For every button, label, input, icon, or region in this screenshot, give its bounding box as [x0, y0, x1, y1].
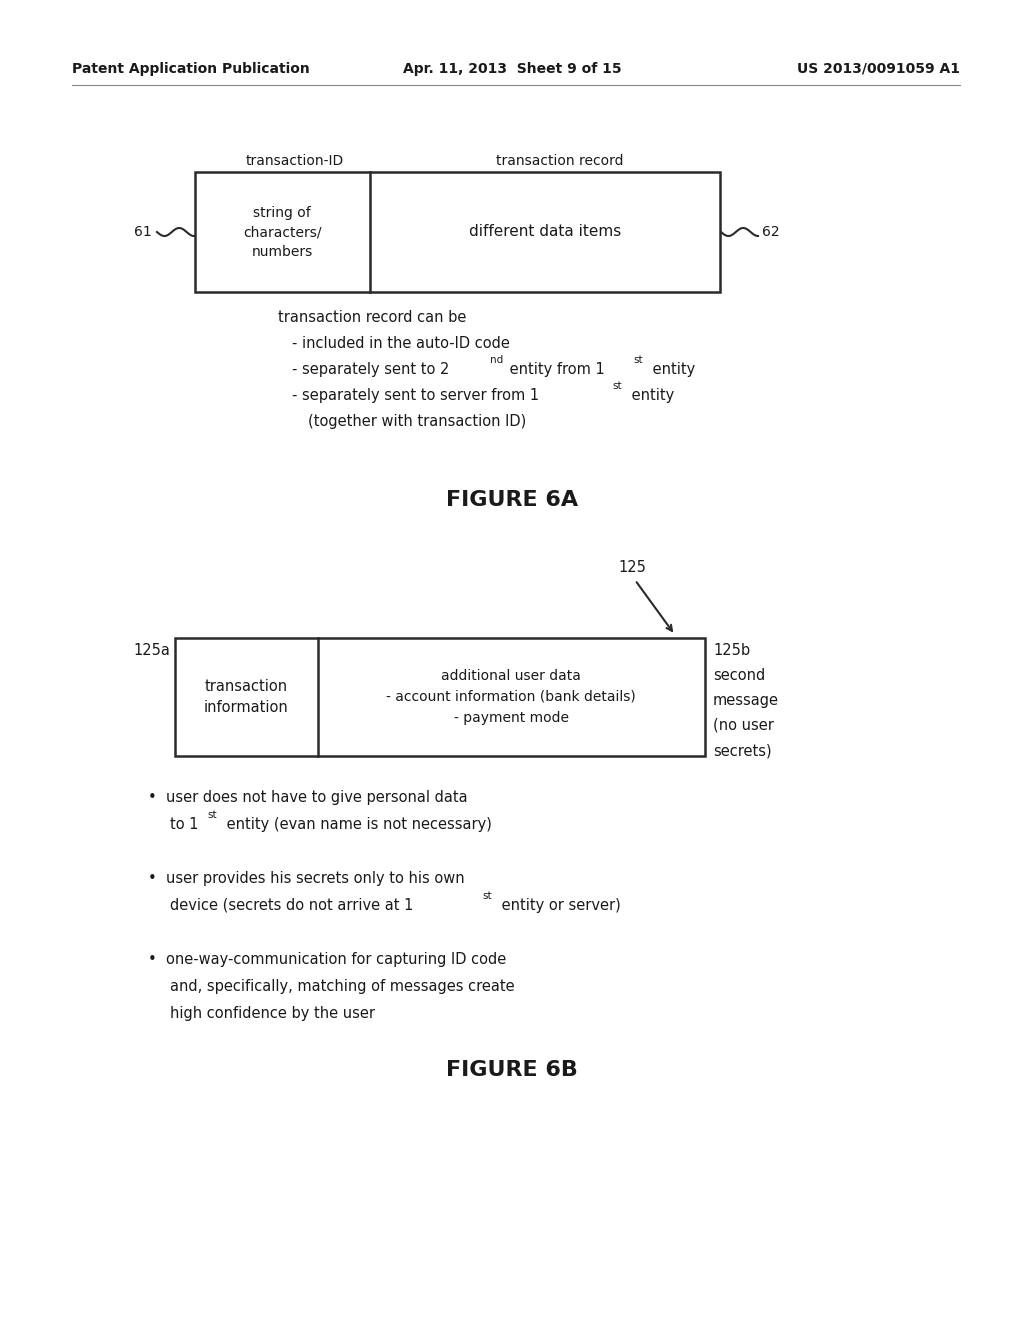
- Text: •  user does not have to give personal data: • user does not have to give personal da…: [148, 789, 468, 805]
- Text: Apr. 11, 2013  Sheet 9 of 15: Apr. 11, 2013 Sheet 9 of 15: [402, 62, 622, 77]
- Text: (no user: (no user: [713, 718, 774, 733]
- Text: entity from 1: entity from 1: [505, 362, 605, 378]
- Text: 61: 61: [134, 224, 152, 239]
- Text: different data items: different data items: [469, 224, 622, 239]
- Text: 125b: 125b: [713, 643, 751, 657]
- Text: •  one-way-communication for capturing ID code: • one-way-communication for capturing ID…: [148, 952, 506, 968]
- Text: entity: entity: [648, 362, 695, 378]
- Text: FIGURE 6A: FIGURE 6A: [445, 490, 579, 510]
- Text: st: st: [612, 381, 622, 391]
- Text: nd: nd: [490, 355, 503, 366]
- Text: string of
characters/
numbers: string of characters/ numbers: [243, 206, 322, 259]
- Text: st: st: [207, 810, 217, 820]
- Bar: [175, 638, 705, 756]
- Text: 125a: 125a: [133, 643, 170, 657]
- Text: entity (evan name is not necessary): entity (evan name is not necessary): [222, 817, 492, 832]
- Text: transaction-ID: transaction-ID: [246, 154, 344, 168]
- Bar: [195, 172, 720, 292]
- Text: FIGURE 6B: FIGURE 6B: [446, 1060, 578, 1080]
- Text: transaction
information: transaction information: [204, 678, 289, 715]
- Text: and, specifically, matching of messages create: and, specifically, matching of messages …: [170, 979, 515, 994]
- Text: Patent Application Publication: Patent Application Publication: [72, 62, 309, 77]
- Text: entity: entity: [627, 388, 674, 403]
- Text: (together with transaction ID): (together with transaction ID): [308, 414, 526, 429]
- Text: transaction record: transaction record: [497, 154, 624, 168]
- Text: device (secrets do not arrive at 1: device (secrets do not arrive at 1: [170, 898, 414, 913]
- Text: high confidence by the user: high confidence by the user: [170, 1006, 375, 1020]
- Text: secrets): secrets): [713, 743, 772, 758]
- Text: to 1: to 1: [170, 817, 199, 832]
- Text: 62: 62: [762, 224, 779, 239]
- Text: st: st: [633, 355, 643, 366]
- Text: US 2013/0091059 A1: US 2013/0091059 A1: [797, 62, 961, 77]
- Text: - separately sent to server from 1: - separately sent to server from 1: [292, 388, 539, 403]
- Text: - included in the auto-ID code: - included in the auto-ID code: [292, 337, 510, 351]
- Text: •  user provides his secrets only to his own: • user provides his secrets only to his …: [148, 871, 465, 886]
- Text: additional user data
- account information (bank details)
- payment mode: additional user data - account informati…: [386, 669, 636, 725]
- Text: st: st: [482, 891, 492, 902]
- Text: transaction record can be: transaction record can be: [278, 310, 466, 325]
- Text: second: second: [713, 668, 765, 682]
- Text: 125: 125: [618, 560, 646, 576]
- Text: entity or server): entity or server): [497, 898, 621, 913]
- Text: - separately sent to 2: - separately sent to 2: [292, 362, 450, 378]
- Text: message: message: [713, 693, 779, 708]
